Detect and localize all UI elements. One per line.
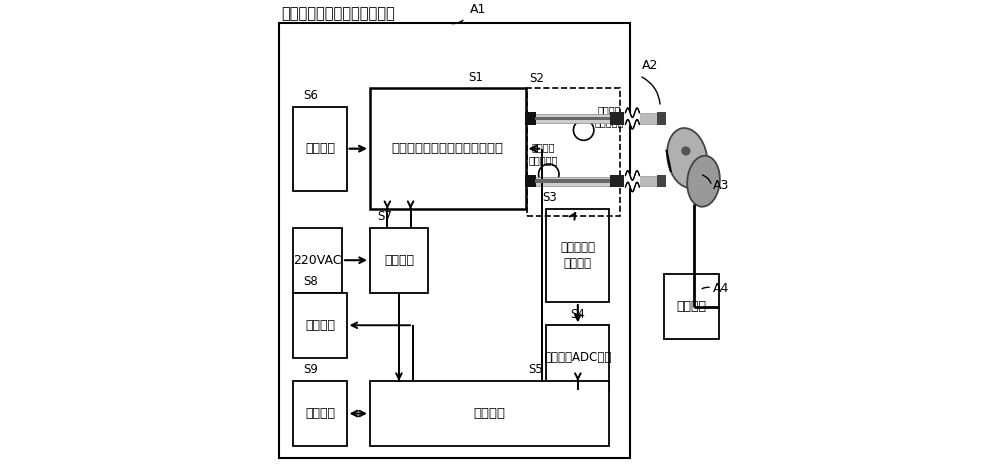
Bar <box>546 325 609 390</box>
Bar <box>370 381 609 446</box>
Text: 220VAC: 220VAC <box>293 254 342 266</box>
Bar <box>625 174 640 188</box>
Bar <box>293 227 342 293</box>
Bar <box>370 88 526 209</box>
Bar <box>657 175 666 187</box>
Text: S4: S4 <box>570 307 585 321</box>
Bar <box>535 114 615 123</box>
Text: 人机界面: 人机界面 <box>305 407 335 420</box>
Text: A4: A4 <box>713 282 729 295</box>
Bar <box>610 175 624 187</box>
Text: S2: S2 <box>529 71 544 85</box>
Text: A2: A2 <box>642 59 658 72</box>
Text: 多路射频
电流传感器: 多路射频 电流传感器 <box>529 142 558 165</box>
Bar <box>664 274 719 339</box>
Text: S1: S1 <box>468 70 483 84</box>
Text: 多路高速ADC模块: 多路高速ADC模块 <box>544 351 612 364</box>
Bar <box>525 112 536 125</box>
Text: A3: A3 <box>713 180 729 192</box>
Bar <box>525 175 536 187</box>
Text: 参考极板: 参考极板 <box>676 300 706 313</box>
Text: 多路射频
电压传感器: 多路射频 电压传感器 <box>595 105 624 127</box>
Bar <box>293 107 347 190</box>
Ellipse shape <box>687 156 720 207</box>
Text: 脚踏开关: 脚踏开关 <box>305 142 335 155</box>
Bar <box>293 381 347 446</box>
Text: S9: S9 <box>303 363 318 376</box>
Bar <box>535 177 615 186</box>
Bar <box>279 23 630 458</box>
Text: S7: S7 <box>378 210 392 223</box>
Text: S8: S8 <box>303 275 318 288</box>
Bar <box>546 209 609 302</box>
Text: 射频电参数
检测模块: 射频电参数 检测模块 <box>560 241 595 270</box>
Text: 幅值可控的多路射频消融系统: 幅值可控的多路射频消融系统 <box>282 6 395 21</box>
Text: S6: S6 <box>303 89 318 102</box>
Bar <box>527 88 620 216</box>
Bar <box>535 180 615 183</box>
Text: A1: A1 <box>470 3 486 16</box>
Text: 通信接口: 通信接口 <box>305 319 335 332</box>
Text: S5: S5 <box>529 363 543 376</box>
Ellipse shape <box>681 146 691 156</box>
Bar <box>625 111 640 125</box>
Bar <box>639 113 658 124</box>
Text: 电源系统: 电源系统 <box>384 254 414 266</box>
Text: 幅值可控的双路射频电压发生器: 幅值可控的双路射频电压发生器 <box>392 142 504 155</box>
Bar <box>293 293 347 358</box>
Bar <box>657 112 666 125</box>
Bar <box>639 176 658 186</box>
Ellipse shape <box>667 128 707 188</box>
Text: 主控制器: 主控制器 <box>474 407 506 420</box>
Bar <box>610 112 624 125</box>
Bar <box>370 227 428 293</box>
Text: S3: S3 <box>543 191 557 204</box>
Bar <box>535 117 615 120</box>
